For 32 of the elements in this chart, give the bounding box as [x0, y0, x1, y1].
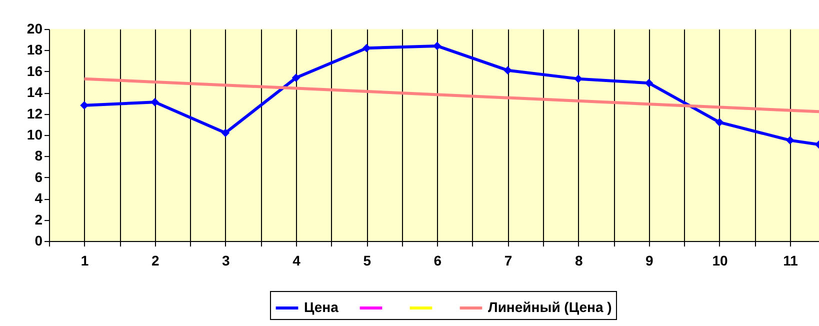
- y-tick-label: 4: [34, 190, 43, 206]
- y-tick-label: 6: [34, 168, 43, 185]
- point: [715, 118, 724, 126]
- x-tick-label: 7: [504, 252, 512, 268]
- y-tick-label: 16: [26, 62, 43, 79]
- point: [786, 136, 794, 144]
- point: [644, 78, 654, 88]
- x-tick-label: 5: [363, 252, 372, 268]
- y-tick-label: 8: [34, 148, 43, 164]
- y-tick-label: 14: [26, 84, 43, 100]
- point: [292, 74, 300, 82]
- x-tick-label: 6: [434, 252, 442, 268]
- y-tick-label: 10: [26, 126, 43, 142]
- x-tick-label: 2: [151, 252, 160, 268]
- legend-label: Линейный (Цена ): [488, 299, 612, 315]
- y-tick-label: 12: [26, 105, 43, 122]
- point: [221, 128, 230, 138]
- y-tick-label: 2: [34, 211, 43, 228]
- x-tick-label: 9: [646, 252, 654, 268]
- x-tick-label: 3: [222, 252, 230, 268]
- x-tick-label: 8: [574, 252, 583, 268]
- point: [150, 98, 160, 106]
- y-tick-label: 18: [26, 42, 43, 58]
- point: [504, 66, 512, 75]
- x-tick-label: 4: [292, 252, 301, 268]
- x-tick-label: 11: [783, 252, 798, 268]
- point: [80, 101, 88, 110]
- y-tick-label: 20: [26, 20, 43, 36]
- y-tick-label: 0: [34, 232, 43, 248]
- x-tick-label: 1: [80, 252, 89, 268]
- legend-label: Цена: [304, 299, 339, 315]
- x-tick-label: 10: [712, 252, 728, 268]
